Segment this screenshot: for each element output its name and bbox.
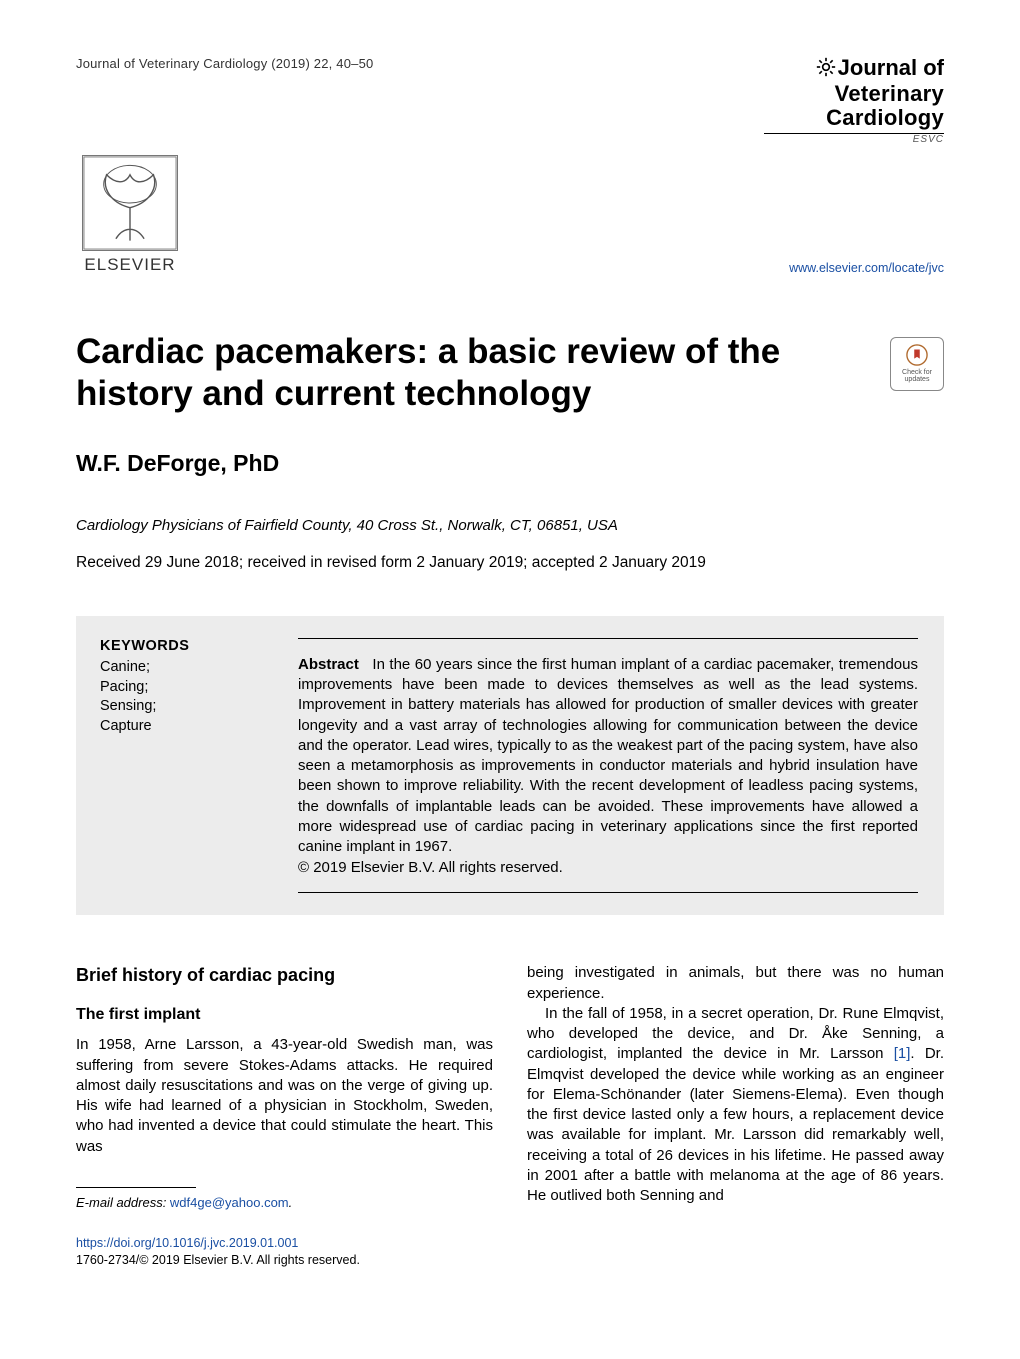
section-heading: Brief history of cardiac pacing — [76, 963, 493, 987]
body-columns: Brief history of cardiac pacing The firs… — [76, 963, 944, 1269]
journal-url[interactable]: www.elsevier.com/locate/jvc — [789, 261, 944, 275]
abstract-text: In the 60 years since the first human im… — [298, 656, 918, 855]
abstract-bottom-rule — [298, 892, 918, 893]
footnote-label: E-mail address: — [76, 1195, 170, 1210]
body-paragraph: In the fall of 1958, in a secret operati… — [527, 1004, 944, 1207]
body-paragraph: In 1958, Arne Larsson, a 43-year-old Swe… — [76, 1035, 493, 1157]
keyword-item: Canine; — [100, 658, 262, 678]
keywords-heading: KEYWORDS — [100, 638, 262, 654]
publisher-name: ELSEVIER — [84, 255, 175, 275]
updates-badge-line1: Check for — [902, 369, 932, 376]
journal-name-line1: Journal of — [838, 55, 944, 80]
keyword-item: Pacing; — [100, 678, 262, 698]
column-right: being investigated in animals, but there… — [527, 963, 944, 1269]
abstract-copyright: © 2019 Elsevier B.V. All rights reserved… — [298, 859, 918, 876]
citation-link[interactable]: [1] — [894, 1045, 911, 1062]
abstract-top-rule — [298, 638, 918, 639]
journal-logo: Journal of Veterinary Cardiology ESVC — [764, 56, 944, 145]
publisher-logo: ELSEVIER — [76, 155, 184, 275]
elsevier-tree-icon — [82, 155, 178, 251]
society-abbrev: ESVC — [764, 134, 944, 145]
gear-icon — [816, 57, 836, 82]
article-history: Received 29 June 2018; received in revis… — [76, 554, 944, 572]
body-paragraph: being investigated in animals, but there… — [527, 963, 944, 1004]
abstract-label: Abstract — [298, 656, 359, 673]
keyword-item: Capture — [100, 717, 262, 737]
affiliation: Cardiology Physicians of Fairfield Count… — [76, 517, 944, 534]
footnote-rule — [76, 1187, 196, 1188]
footnote-email[interactable]: wdf4ge@yahoo.com — [170, 1195, 289, 1210]
corresponding-footnote: E-mail address: wdf4ge@yahoo.com. — [76, 1194, 493, 1212]
column-left: Brief history of cardiac pacing The firs… — [76, 963, 493, 1269]
abstract-body: Abstract In the 60 years since the first… — [280, 616, 944, 916]
author: W.F. DeForge, PhD — [76, 450, 944, 477]
bookmark-check-icon — [906, 344, 928, 366]
running-head: Journal of Veterinary Cardiology (2019) … — [76, 56, 373, 71]
body-text-span: In the fall of 1958, in a secret operati… — [527, 1005, 944, 1063]
doi-link[interactable]: https://doi.org/10.1016/j.jvc.2019.01.00… — [76, 1236, 298, 1250]
keyword-item: Sensing; — [100, 697, 262, 717]
article-title: Cardiac pacemakers: a basic review of th… — [76, 331, 856, 416]
keywords-box: KEYWORDS Canine; Pacing; Sensing; Captur… — [76, 616, 280, 916]
check-updates-badge[interactable]: Check forupdates — [890, 337, 944, 391]
journal-name-line3: Cardiology — [764, 106, 944, 130]
footnote-suffix: . — [289, 1195, 293, 1210]
doi-block: https://doi.org/10.1016/j.jvc.2019.01.00… — [76, 1235, 493, 1269]
abstract-container: KEYWORDS Canine; Pacing; Sensing; Captur… — [76, 616, 944, 916]
subsection-heading: The first implant — [76, 1004, 493, 1026]
updates-badge-line2: updates — [905, 376, 930, 383]
issn-copyright: 1760-2734/© 2019 Elsevier B.V. All right… — [76, 1253, 360, 1267]
journal-name-line2: Veterinary — [764, 82, 944, 106]
body-text-span: . Dr. Elmqvist developed the device whil… — [527, 1045, 944, 1204]
